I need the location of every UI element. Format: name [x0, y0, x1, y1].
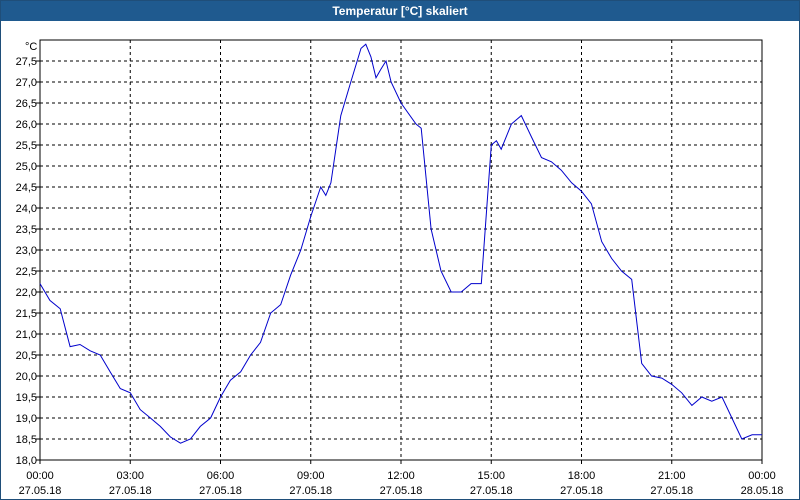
x-tick-time-label: 09:00 [297, 470, 325, 482]
y-tick-label: 19,5 [16, 392, 37, 404]
y-tick-label: 22,0 [16, 287, 37, 299]
x-tick-date-label: 27.05.18 [19, 485, 62, 497]
y-tick-label: 18,0 [16, 455, 37, 467]
y-tick-label: 18,5 [16, 434, 37, 446]
y-tick-label: 19,0 [16, 413, 37, 425]
y-tick-label: 22,5 [16, 266, 37, 278]
y-tick-label: 25,5 [16, 140, 37, 152]
x-tick-time-label: 00:00 [748, 470, 776, 482]
x-tick-date-label: 27.05.18 [289, 485, 332, 497]
y-tick-label: 23,0 [16, 245, 37, 257]
x-axis-ticks: 00:00 27.05.18 03:00 27.05.18 06:00 27.05.18 0… [19, 460, 784, 497]
temperature-series-line [39, 43, 762, 444]
x-tick-date-label: 27.05.18 [650, 485, 693, 497]
x-tick-date-label: 28.05.18 [741, 485, 784, 497]
x-tick-date-label: 27.05.18 [380, 485, 423, 497]
y-tick-label: 24,0 [16, 203, 37, 215]
y-tick-label: 20,0 [16, 371, 37, 383]
y-axis-ticks: 18,0 18,5 19,0 19,5 20,0 20,5 21,0 21,5 22,0 22,5… [16, 56, 40, 467]
y-tick-label: 20,5 [16, 350, 37, 362]
x-tick-time-label: 12:00 [387, 470, 415, 482]
x-tick-time-label: 06:00 [207, 470, 235, 482]
y-tick-label: 25,0 [16, 161, 37, 173]
plot-area-border [39, 39, 763, 461]
x-tick-time-label: 21:00 [658, 470, 686, 482]
y-tick-label: 21,5 [16, 308, 37, 320]
x-tick-time-label: 15:00 [477, 470, 505, 482]
y-axis-unit-label: °C [25, 41, 37, 53]
y-tick-label: 21,0 [16, 329, 37, 341]
x-tick-time-label: 00:00 [26, 470, 54, 482]
x-tick-date-label: 27.05.18 [199, 485, 242, 497]
x-tick-time-label: 18:00 [568, 470, 596, 482]
y-tick-label: 27,5 [16, 56, 37, 68]
y-tick-label: 26,0 [16, 119, 37, 131]
y-tick-label: 27,0 [16, 77, 37, 89]
x-tick-date-label: 27.05.18 [470, 485, 513, 497]
x-tick-date-label: 27.05.18 [560, 485, 603, 497]
chart-title: Temperatur [°C] skaliert [1, 1, 799, 21]
x-tick-time-label: 03:00 [116, 470, 144, 482]
y-tick-label: 26,5 [16, 98, 37, 110]
x-tick-date-label: 27.05.18 [109, 485, 152, 497]
y-tick-label: 24,5 [16, 182, 37, 194]
y-tick-label: 23,5 [16, 224, 37, 236]
grid-lines [39, 40, 763, 461]
